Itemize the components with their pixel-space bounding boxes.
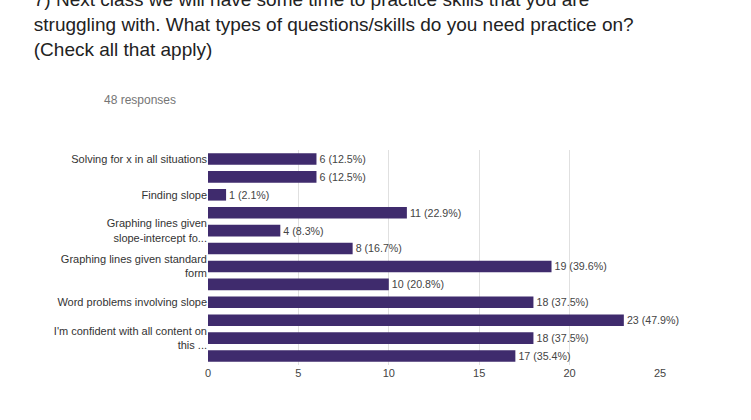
svg-text:8 (16.7%): 8 (16.7%) (356, 242, 402, 254)
svg-text:5: 5 (295, 367, 301, 379)
svg-text:19 (39.6%): 19 (39.6%) (555, 260, 607, 272)
svg-text:18 (37.5%): 18 (37.5%) (536, 332, 588, 344)
svg-text:11 (22.9%): 11 (22.9%) (410, 207, 461, 219)
svg-text:4 (8.3%): 4 (8.3%) (283, 225, 323, 237)
svg-text:Word problems involving slope: Word problems involving slope (57, 296, 207, 308)
svg-text:10 (20.8%): 10 (20.8%) (392, 278, 444, 290)
svg-text:18 (37.5%): 18 (37.5%) (536, 296, 588, 308)
svg-text:Solving for x in all situation: Solving for x in all situations (71, 153, 207, 165)
svg-text:6 (12.5%): 6 (12.5%) (320, 153, 366, 165)
svg-text:I'm confident with all content: I'm confident with all content onthis ..… (54, 325, 207, 351)
svg-text:25: 25 (654, 367, 666, 379)
svg-text:0: 0 (205, 367, 211, 379)
svg-text:17 (35.4%): 17 (35.4%) (518, 350, 570, 362)
svg-text:Graphing lines givenslope-inte: Graphing lines givenslope-intercept fo..… (107, 217, 207, 243)
svg-text:7) Next class we will have som: 7) Next class we will have some time to … (34, 0, 634, 60)
svg-text:10: 10 (383, 367, 395, 379)
svg-text:Graphing lines given standardf: Graphing lines given standardform (61, 253, 207, 279)
svg-text:1 (2.1%): 1 (2.1%) (229, 189, 269, 201)
svg-text:23 (47.9%): 23 (47.9%) (627, 314, 679, 326)
svg-text:48 responses: 48 responses (104, 93, 176, 107)
svg-text:6 (12.5%): 6 (12.5%) (320, 171, 366, 183)
svg-text:15: 15 (473, 367, 485, 379)
svg-text:Finding slope: Finding slope (142, 189, 207, 201)
svg-text:20: 20 (563, 367, 575, 379)
